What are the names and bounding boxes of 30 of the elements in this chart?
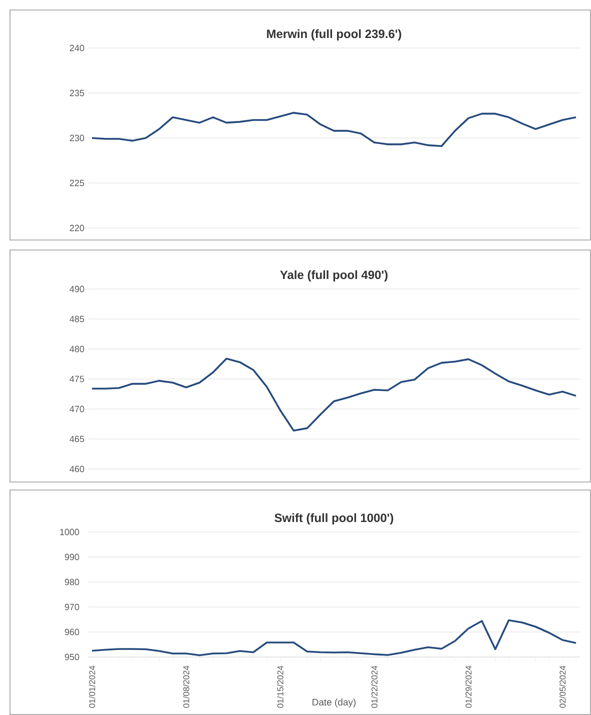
line-series bbox=[91, 112, 577, 147]
y-tick-label: 465 bbox=[70, 436, 84, 442]
y-tick-label: 480 bbox=[70, 346, 84, 352]
y-tick-label: 950 bbox=[64, 654, 80, 660]
y-tick-label: 960 bbox=[64, 628, 80, 636]
x-tick-label: 01/29/2024 bbox=[465, 666, 472, 708]
line-series bbox=[91, 358, 577, 432]
y-tick-label: 235 bbox=[70, 90, 84, 96]
y-tick-label: 485 bbox=[70, 316, 84, 322]
chart-title: Yale (full pool 490') bbox=[280, 270, 388, 282]
x-tick-label: 01/08/2024 bbox=[183, 666, 190, 708]
y-tick-label: 230 bbox=[70, 134, 84, 142]
y-tick-label: 990 bbox=[64, 554, 80, 560]
chart-title: Swift (full pool 1000') bbox=[274, 513, 394, 524]
y-tick-label: 470 bbox=[70, 406, 84, 412]
x-tick-label: 01/15/2024 bbox=[277, 666, 284, 708]
x-tick-label: 01/01/2024 bbox=[88, 666, 96, 708]
y-tick-label: 225 bbox=[70, 180, 84, 186]
y-tick-label: 240 bbox=[70, 44, 84, 52]
y-tick-label: 490 bbox=[70, 286, 84, 292]
y-tick-label: 475 bbox=[70, 376, 84, 382]
y-tick-label: 220 bbox=[70, 224, 84, 232]
y-tick-label: 1000 bbox=[60, 528, 80, 536]
y-tick-label: 460 bbox=[70, 466, 84, 472]
y-tick-label: 980 bbox=[64, 578, 80, 586]
y-tick-label: 970 bbox=[64, 604, 80, 610]
x-tick-label: 01/22/2024 bbox=[371, 666, 378, 708]
chart-title: Merwin (full pool 239.6') bbox=[267, 29, 402, 40]
x-axis-title: Date (day) bbox=[312, 698, 356, 708]
x-tick-label: 02/05/2024 bbox=[559, 666, 566, 708]
